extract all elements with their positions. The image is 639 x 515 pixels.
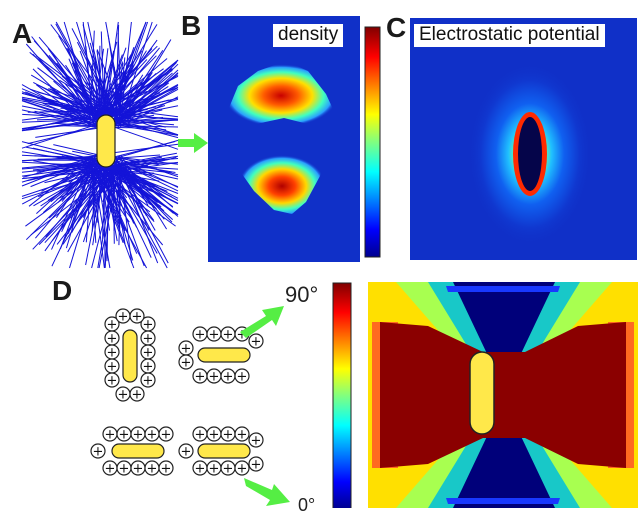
ion-plus-sign: + bbox=[143, 374, 154, 389]
rod bbox=[198, 444, 250, 458]
ion-plus-sign: + bbox=[107, 374, 118, 389]
potential-map bbox=[410, 18, 637, 260]
ion-plus-sign: + bbox=[223, 328, 234, 343]
ion-plus-sign: + bbox=[132, 310, 143, 325]
ion-plus-sign: + bbox=[223, 428, 234, 443]
ion-plus-sign: + bbox=[195, 370, 206, 385]
ion-plus-sign: + bbox=[143, 346, 154, 361]
ion-plus-sign: + bbox=[237, 428, 248, 443]
ion-plus-sign: + bbox=[161, 462, 172, 477]
density-colorbar bbox=[364, 26, 384, 260]
ion-plus-sign: + bbox=[147, 428, 158, 443]
ion-plus-sign: + bbox=[223, 370, 234, 385]
arrow-to-0-icon bbox=[242, 472, 294, 508]
density-map bbox=[208, 16, 360, 262]
ion-plus-sign: + bbox=[181, 342, 192, 357]
ion-plus-sign: + bbox=[107, 360, 118, 375]
ion-plus-sign: + bbox=[105, 428, 116, 443]
ion-plus-sign: + bbox=[118, 388, 129, 403]
ion-plus-sign: + bbox=[209, 370, 220, 385]
panel-letter-b: B bbox=[181, 12, 201, 40]
rod bbox=[123, 330, 137, 382]
ion-plus-sign: + bbox=[209, 428, 220, 443]
ion-plus-sign: + bbox=[195, 462, 206, 477]
panel-letter-c: C bbox=[386, 14, 406, 42]
ion-plus-sign: + bbox=[251, 434, 262, 449]
arrow-to-90-icon bbox=[238, 302, 290, 342]
ion-plus-sign: + bbox=[118, 310, 129, 325]
panel-letter-d: D bbox=[52, 277, 72, 305]
ion-plus-sign: + bbox=[251, 458, 262, 473]
ion-plus-sign: + bbox=[223, 462, 234, 477]
ion-plus-sign: + bbox=[107, 346, 118, 361]
ion-plus-sign: + bbox=[132, 388, 143, 403]
ion-plus-sign: + bbox=[161, 428, 172, 443]
ion-plus-sign: + bbox=[209, 328, 220, 343]
arrow-a-to-b-icon bbox=[178, 132, 210, 154]
low-angle-edge-bottom bbox=[446, 498, 560, 504]
ion-plus-sign: + bbox=[119, 428, 130, 443]
scale-top-label: 90° bbox=[285, 284, 318, 306]
low-angle-edge-top bbox=[446, 286, 560, 292]
rod bbox=[198, 348, 250, 362]
charged-rod bbox=[97, 115, 115, 167]
ion-plus-sign: + bbox=[143, 360, 154, 375]
angle-map bbox=[368, 282, 638, 508]
ion-plus-sign: + bbox=[107, 318, 118, 333]
ion-plus-sign: + bbox=[237, 370, 248, 385]
rod-cross-section bbox=[518, 117, 542, 191]
ion-plus-sign: + bbox=[195, 428, 206, 443]
ion-plus-sign: + bbox=[147, 462, 158, 477]
scale-bottom-label: 0° bbox=[298, 496, 315, 514]
ion-plus-sign: + bbox=[133, 428, 144, 443]
ion-plus-sign: + bbox=[195, 328, 206, 343]
ion-plus-sign: + bbox=[181, 445, 192, 460]
angle-colorbar bbox=[332, 282, 354, 508]
rod-cross-section-d bbox=[470, 352, 494, 434]
ion-plus-sign: + bbox=[133, 462, 144, 477]
ion-plus-sign: + bbox=[181, 356, 192, 371]
density-label: density bbox=[273, 24, 343, 47]
density-background bbox=[208, 16, 360, 262]
rod-lines-illustration bbox=[20, 20, 180, 270]
ion-plus-sign: + bbox=[107, 332, 118, 347]
rod bbox=[112, 444, 164, 458]
ion-plus-sign: + bbox=[119, 462, 130, 477]
potential-label: Electrostatic potential bbox=[414, 24, 605, 47]
ion-plus-sign: + bbox=[105, 462, 116, 477]
ion-plus-sign: + bbox=[143, 332, 154, 347]
ion-plus-sign: + bbox=[209, 462, 220, 477]
ion-plus-sign: + bbox=[143, 318, 154, 333]
ion-plus-sign: + bbox=[93, 445, 104, 460]
